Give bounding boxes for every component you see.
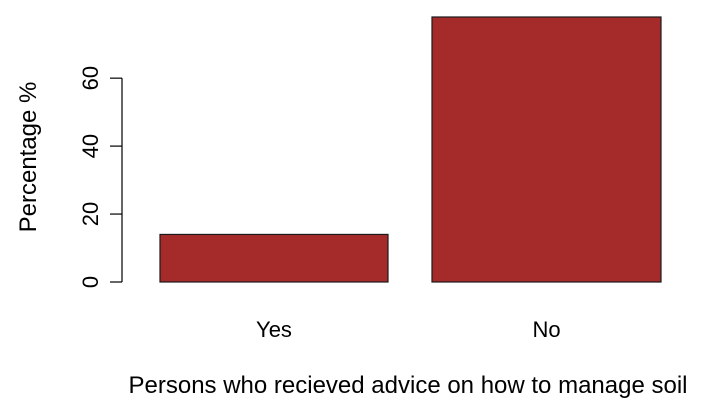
x-category-labels: Yes No	[256, 317, 561, 342]
bar-yes	[159, 233, 389, 283]
bar-no	[431, 16, 662, 283]
bars-group	[159, 16, 662, 283]
category-label-no: No	[532, 317, 560, 342]
x-axis-title: Persons who recieved advice on how to ma…	[129, 372, 688, 399]
category-label-yes: Yes	[256, 317, 292, 342]
y-tick-label-20: 20	[78, 202, 103, 226]
y-axis: 0 20 40 60	[78, 66, 123, 288]
y-tick-label-40: 40	[78, 134, 103, 158]
y-tick-label-0: 0	[78, 276, 103, 288]
y-axis-title: Percentage %	[15, 82, 42, 233]
y-tick-label-60: 60	[78, 66, 103, 90]
